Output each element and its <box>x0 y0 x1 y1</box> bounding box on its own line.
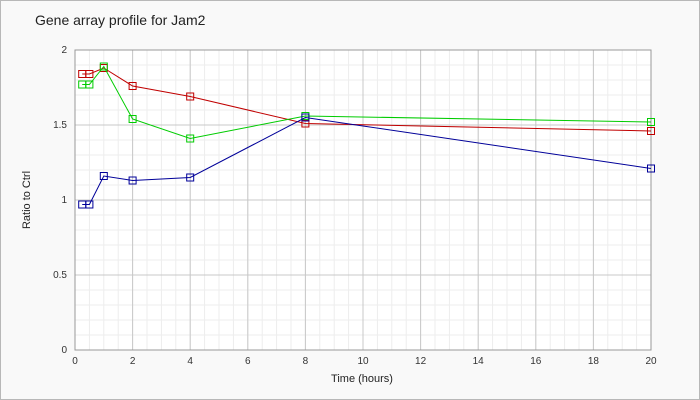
x-tick-label: 8 <box>303 356 309 367</box>
y-tick-label: 1 <box>61 195 67 206</box>
x-tick-label: 20 <box>645 356 657 367</box>
x-tick-label: 16 <box>530 356 542 367</box>
data-point <box>128 82 137 90</box>
y-tick-label: 0 <box>61 345 67 356</box>
x-tick-label: 4 <box>187 356 193 367</box>
series-line-2 <box>82 65 652 140</box>
series-line-3 <box>82 116 652 205</box>
data-point <box>647 118 655 126</box>
data-point <box>647 164 655 173</box>
y-tick-label: 0.5 <box>53 270 67 281</box>
x-tick-label: 14 <box>473 356 485 367</box>
data-point <box>301 113 310 122</box>
x-tick-label: 10 <box>357 356 369 367</box>
x-tick-label: 0 <box>72 356 78 367</box>
data-point <box>128 176 137 185</box>
x-tick-label: 2 <box>130 356 136 367</box>
chart-title: Gene array profile for Jam2 <box>35 12 206 28</box>
data-point <box>85 200 94 209</box>
y-tick-label: 1.5 <box>53 120 67 131</box>
data-point <box>186 134 195 143</box>
data-point <box>85 80 94 89</box>
x-tick-label: 12 <box>415 356 427 367</box>
data-point <box>85 70 94 78</box>
x-tick-label: 6 <box>245 356 251 367</box>
x-tick-label: 18 <box>588 356 600 367</box>
data-point <box>186 173 195 182</box>
plot-border <box>74 49 652 351</box>
data-point <box>186 92 195 101</box>
data-point <box>99 62 108 71</box>
data-point <box>647 127 655 135</box>
data-point <box>99 172 108 180</box>
y-tick-label: 2 <box>61 45 67 56</box>
data-point <box>128 115 137 123</box>
series-line-1 <box>82 67 652 132</box>
x-axis-label: Time (hours) <box>331 373 393 385</box>
